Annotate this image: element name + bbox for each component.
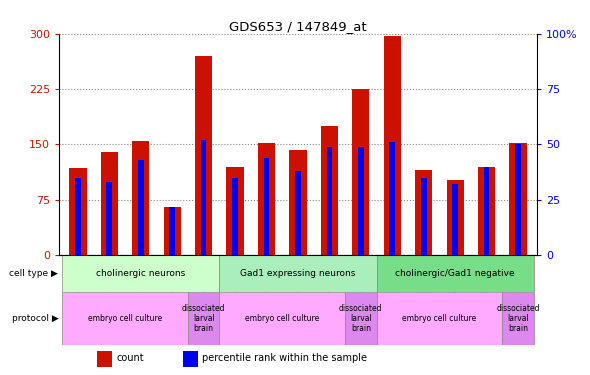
Text: dissociated
larval
brain: dissociated larval brain xyxy=(182,304,225,333)
Bar xyxy=(258,143,275,255)
Bar xyxy=(232,178,238,255)
Text: dissociated
larval
brain: dissociated larval brain xyxy=(496,304,540,333)
Title: GDS653 / 147849_at: GDS653 / 147849_at xyxy=(229,20,367,33)
Bar xyxy=(69,168,87,255)
Bar xyxy=(484,166,490,255)
Bar xyxy=(188,292,219,345)
Bar xyxy=(97,351,112,367)
Text: cell type ▶: cell type ▶ xyxy=(9,269,58,278)
Bar xyxy=(219,255,376,292)
Text: cholinergic neurons: cholinergic neurons xyxy=(96,269,185,278)
Bar xyxy=(376,255,534,292)
Text: embryo cell culture: embryo cell culture xyxy=(402,314,477,323)
Bar xyxy=(415,170,432,255)
Bar xyxy=(352,89,369,255)
Text: Gad1 expressing neurons: Gad1 expressing neurons xyxy=(240,269,356,278)
Bar xyxy=(345,292,376,345)
Bar xyxy=(62,292,188,345)
Bar xyxy=(289,150,307,255)
Bar xyxy=(389,142,395,255)
Text: count: count xyxy=(116,353,144,363)
Bar xyxy=(227,166,244,255)
Text: cholinergic/Gad1 negative: cholinergic/Gad1 negative xyxy=(395,269,515,278)
Bar xyxy=(384,36,401,255)
Text: protocol ▶: protocol ▶ xyxy=(12,314,58,323)
Text: embryo cell culture: embryo cell culture xyxy=(88,314,162,323)
Bar xyxy=(502,292,534,345)
Bar xyxy=(515,144,521,255)
Bar xyxy=(201,140,206,255)
Bar xyxy=(75,178,81,255)
Bar xyxy=(169,207,175,255)
Bar xyxy=(219,292,345,345)
Bar xyxy=(138,160,143,255)
Bar xyxy=(453,184,458,255)
Bar xyxy=(264,158,270,255)
Bar xyxy=(106,182,112,255)
Bar xyxy=(183,351,198,367)
Bar xyxy=(447,180,464,255)
Bar xyxy=(163,207,181,255)
Bar xyxy=(358,147,363,255)
Bar xyxy=(101,152,118,255)
Bar xyxy=(421,178,427,255)
Text: percentile rank within the sample: percentile rank within the sample xyxy=(202,353,368,363)
Bar xyxy=(321,126,338,255)
Bar xyxy=(509,143,527,255)
Bar xyxy=(376,292,502,345)
Text: dissociated
larval
brain: dissociated larval brain xyxy=(339,304,382,333)
Bar xyxy=(295,171,301,255)
Bar xyxy=(62,255,219,292)
Text: embryo cell culture: embryo cell culture xyxy=(245,314,319,323)
Bar xyxy=(132,141,149,255)
Bar xyxy=(478,166,495,255)
Bar xyxy=(326,147,332,255)
Bar xyxy=(195,56,212,255)
